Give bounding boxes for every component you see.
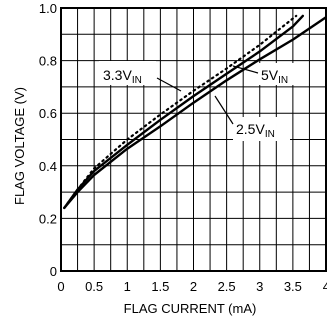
series-lines <box>63 14 327 210</box>
plot-frame <box>60 7 327 272</box>
label-2v5: 2.5VIN <box>236 121 275 140</box>
label-3v3: 3.3VIN <box>103 67 142 86</box>
leader-3v3 <box>156 77 182 92</box>
label-bg-3v3 <box>99 61 156 85</box>
series-line-2 <box>63 16 327 210</box>
x-tick-label: 2.5 <box>218 279 236 294</box>
series-line-1 <box>63 14 298 209</box>
label-bg-2v5 <box>233 117 290 141</box>
y-tick-label: 0.2 <box>39 211 57 226</box>
leader-2v5 <box>214 95 234 125</box>
y-tick-label: 1.0 <box>39 1 57 16</box>
y-tick-label: 0 <box>50 264 57 279</box>
y-tick-label: 0.8 <box>39 54 57 69</box>
y-tick-label: 0.6 <box>39 106 57 121</box>
series-line-0 <box>63 14 304 210</box>
label-bg-5v <box>258 63 301 85</box>
x-tick-label: 3 <box>256 279 263 294</box>
x-tick-labels: 0 0.5 1 1.5 2 2.5 3 3.5 4 <box>57 279 327 294</box>
x-tick-label: 0 <box>57 279 64 294</box>
label-5v: 5VIN <box>261 67 288 86</box>
x-tick-label: 4 <box>323 279 327 294</box>
x-axis-title: FLAG CURRENT (mA) <box>124 301 257 316</box>
leader-5v <box>232 65 259 74</box>
x-tick-label: 0.5 <box>85 279 103 294</box>
x-tick-label: 3.5 <box>284 279 302 294</box>
y-axis-title: FLAG VOLTAGE (V) <box>12 87 27 205</box>
x-tick-label: 1.5 <box>151 279 169 294</box>
y-tick-labels: 0 0.2 0.4 0.6 0.8 1.0 <box>39 1 57 279</box>
y-tick-label: 0.4 <box>39 159 57 174</box>
x-tick-label: 2 <box>190 279 197 294</box>
x-tick-label: 1 <box>124 279 131 294</box>
